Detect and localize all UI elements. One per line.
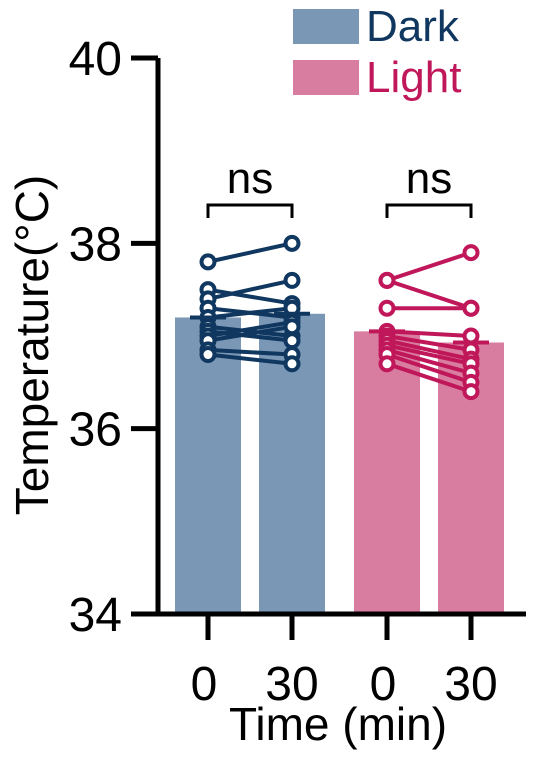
y-tick-label: 34 bbox=[69, 589, 122, 642]
subject-line bbox=[386, 361, 472, 394]
subject-line bbox=[386, 347, 472, 375]
subject-line bbox=[386, 334, 472, 352]
subject-line bbox=[386, 343, 472, 366]
significance-annotations: ns ns bbox=[206, 154, 473, 218]
subject-line bbox=[207, 287, 293, 306]
subject-point bbox=[462, 244, 480, 262]
legend-label-light: Light bbox=[366, 53, 461, 102]
subject-line bbox=[386, 338, 472, 362]
bar bbox=[354, 331, 420, 614]
subject-line bbox=[207, 241, 293, 264]
subject-line bbox=[386, 352, 472, 385]
subject-line bbox=[207, 278, 293, 301]
x-ticks: 0 30 0 30 bbox=[191, 614, 498, 711]
subject-point bbox=[283, 234, 301, 252]
legend-swatch-light bbox=[293, 60, 359, 95]
legend-label-dark: Dark bbox=[366, 2, 460, 51]
subject-point bbox=[283, 355, 301, 373]
error-bars bbox=[190, 311, 489, 345]
significance-bracket bbox=[206, 203, 294, 218]
subject-line bbox=[207, 324, 293, 338]
x-tick-label: 0 bbox=[370, 658, 397, 711]
subject-line bbox=[207, 347, 293, 357]
subject-point bbox=[283, 271, 301, 289]
subject-point bbox=[199, 346, 217, 364]
y-tick-label: 40 bbox=[69, 33, 122, 86]
subject-line bbox=[386, 278, 472, 311]
subject-point bbox=[378, 355, 396, 373]
subject-lines bbox=[199, 234, 480, 401]
x-tick-label: 30 bbox=[265, 658, 318, 711]
legend-swatch-dark bbox=[293, 9, 359, 44]
subject-line bbox=[386, 250, 472, 283]
x-axis-label: Time (min) bbox=[229, 698, 447, 750]
subject-point bbox=[283, 332, 301, 350]
subject-point bbox=[283, 318, 301, 336]
subject-point bbox=[378, 299, 396, 317]
significance-bracket bbox=[385, 203, 473, 218]
subject-point bbox=[378, 271, 396, 289]
subject-line bbox=[207, 324, 293, 343]
significance-label: ns bbox=[227, 154, 273, 203]
y-tick-label: 38 bbox=[69, 218, 122, 271]
significance-label: ns bbox=[406, 154, 452, 203]
y-ticks: 34 36 38 40 bbox=[69, 33, 158, 642]
x-tick-label: 0 bbox=[191, 658, 218, 711]
axes bbox=[155, 58, 526, 617]
subject-line bbox=[207, 320, 293, 338]
y-tick-label: 36 bbox=[69, 404, 122, 457]
subject-point bbox=[462, 299, 480, 317]
y-axis-label: Temperature(°C) bbox=[6, 175, 58, 516]
subject-line bbox=[207, 352, 293, 366]
legend: Dark Light bbox=[293, 2, 461, 102]
subject-point bbox=[462, 383, 480, 401]
subject-point bbox=[199, 253, 217, 271]
bar bbox=[175, 317, 241, 614]
x-tick-label: 30 bbox=[444, 658, 497, 711]
